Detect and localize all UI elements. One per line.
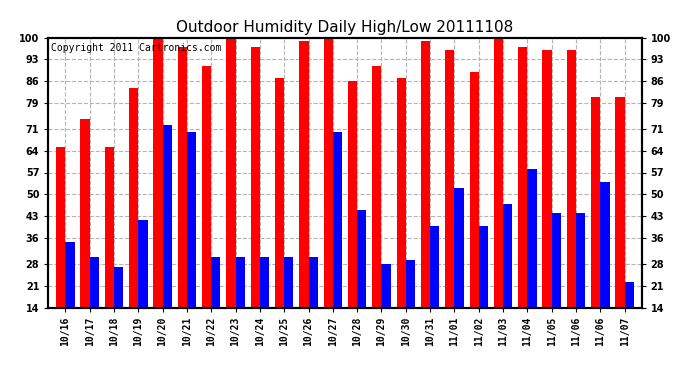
Bar <box>129 88 138 308</box>
Bar <box>600 182 609 308</box>
Bar <box>397 78 406 308</box>
Bar <box>81 119 90 308</box>
Bar <box>163 125 172 308</box>
Bar <box>357 210 366 308</box>
Bar <box>566 50 576 308</box>
Bar <box>90 257 99 307</box>
Bar <box>455 188 464 308</box>
Bar <box>66 242 75 308</box>
Bar <box>421 40 430 308</box>
Bar <box>518 47 527 308</box>
Bar <box>372 66 382 308</box>
Bar <box>591 97 600 308</box>
Bar <box>527 170 537 308</box>
Bar <box>624 282 634 308</box>
Bar <box>494 38 503 308</box>
Bar <box>542 50 552 308</box>
Bar <box>250 47 260 308</box>
Bar <box>348 81 357 308</box>
Bar <box>382 264 391 308</box>
Text: Copyright 2011 Cartronics.com: Copyright 2011 Cartronics.com <box>51 43 221 53</box>
Bar <box>211 257 221 307</box>
Bar <box>445 50 455 308</box>
Bar <box>138 220 148 308</box>
Bar <box>153 38 163 308</box>
Bar <box>406 260 415 308</box>
Bar <box>503 204 512 308</box>
Bar <box>260 257 269 307</box>
Bar <box>299 40 308 308</box>
Bar <box>226 38 235 308</box>
Bar <box>105 147 114 308</box>
Bar <box>178 47 187 308</box>
Bar <box>479 226 488 308</box>
Title: Outdoor Humidity Daily High/Low 20111108: Outdoor Humidity Daily High/Low 20111108 <box>177 20 513 35</box>
Bar <box>615 97 624 308</box>
Bar <box>576 213 585 308</box>
Bar <box>202 66 211 308</box>
Bar <box>56 147 66 308</box>
Bar <box>235 257 245 307</box>
Bar <box>284 257 293 307</box>
Bar <box>469 72 479 308</box>
Bar <box>114 267 124 308</box>
Bar <box>430 226 440 308</box>
Bar <box>324 38 333 308</box>
Bar <box>308 257 318 307</box>
Bar <box>552 213 561 308</box>
Bar <box>187 132 196 308</box>
Bar <box>275 78 284 308</box>
Bar <box>333 132 342 308</box>
